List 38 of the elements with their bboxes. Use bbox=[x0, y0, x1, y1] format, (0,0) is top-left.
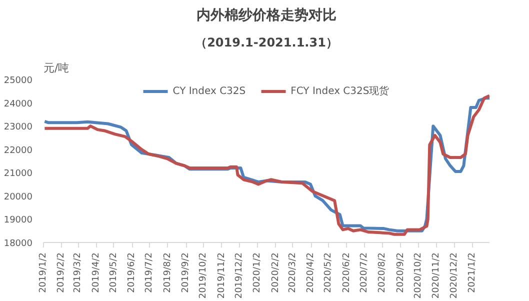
y-tick-label: 19000 bbox=[4, 216, 33, 226]
legend-label: CY Index C32S bbox=[172, 86, 246, 96]
x-tick-label: 2020/12/2 bbox=[449, 252, 460, 299]
x-tick-label: 2020/8/2 bbox=[378, 252, 388, 293]
x-tick-label: 2019/9/2 bbox=[181, 252, 192, 293]
x-tick-label: 2020/6/2 bbox=[342, 252, 352, 293]
y-tick-label: 20000 bbox=[4, 192, 33, 202]
x-tick-label: 2020/1/2 bbox=[252, 252, 263, 293]
x-tick-label: 2021/1/2 bbox=[467, 252, 478, 293]
y-tick-label: 23000 bbox=[4, 122, 33, 133]
x-tick-label: 2020/9/2 bbox=[396, 252, 406, 293]
x-tick-label: 2019/1/2 bbox=[38, 252, 48, 293]
x-tick-label: 2019/6/2 bbox=[127, 252, 138, 293]
x-tick-label: 2020/2/2 bbox=[270, 252, 281, 293]
x-tick-label: 2020/7/2 bbox=[360, 252, 370, 293]
y-tick-label: 22000 bbox=[4, 146, 33, 156]
chart-subtitle: （2019.1-2021.1.31） bbox=[195, 36, 338, 50]
x-tick-label: 2020/5/2 bbox=[324, 252, 334, 293]
y-tick-label: 24000 bbox=[4, 99, 33, 110]
x-tick-label: 2020/3/2 bbox=[288, 252, 298, 293]
x-tick-label: 2019/3/2 bbox=[73, 252, 84, 293]
y-tick-label: 21000 bbox=[4, 169, 33, 180]
y-tick-label: 18000 bbox=[4, 239, 33, 249]
x-tick-label: 2019/12/2 bbox=[234, 252, 245, 299]
y-axis-title: 元/吨 bbox=[44, 62, 70, 74]
x-tick-label: 2020/11/2 bbox=[432, 252, 442, 299]
y-tick-label: 25000 bbox=[4, 76, 33, 86]
x-tick-label: 2019/11/2 bbox=[216, 252, 227, 299]
x-tick-label: 2019/2/2 bbox=[56, 252, 67, 293]
x-tick-label: 2020/4/2 bbox=[306, 252, 316, 293]
x-tick-label: 2019/7/2 bbox=[144, 252, 155, 293]
x-tick-label: 2019/4/2 bbox=[91, 252, 102, 293]
x-tick-label: 2019/8/2 bbox=[162, 252, 173, 293]
x-tick-label: 2019/10/2 bbox=[198, 252, 209, 299]
chart-title: 内外棉纱价格走势对比 bbox=[196, 8, 336, 24]
x-tick-label: 2020/10/2 bbox=[413, 252, 424, 299]
x-tick-label: 2019/5/2 bbox=[108, 252, 119, 293]
legend-label: FCY Index C32S现货 bbox=[290, 85, 390, 98]
